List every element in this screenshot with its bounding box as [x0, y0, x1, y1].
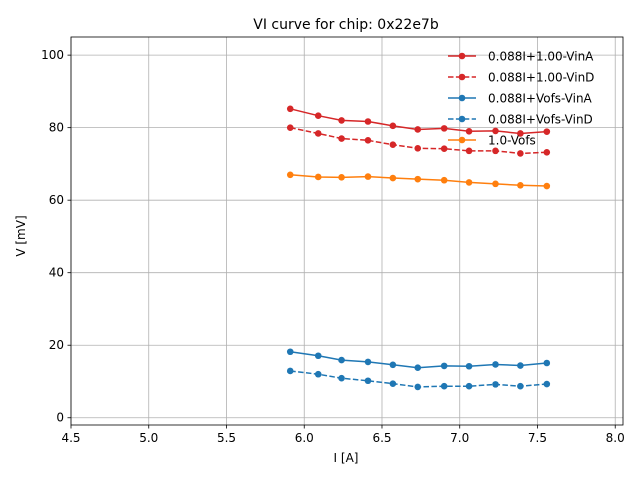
x-tick-label: 4.5 — [61, 431, 80, 445]
legend: 0.088I+1.00-VinA 0.088I+1.00-VinD 0.088I+V… — [448, 50, 594, 148]
legend-marker-2 — [458, 94, 466, 102]
x-tick-label: 6.5 — [372, 431, 391, 445]
data-point — [414, 145, 422, 152]
data-point — [338, 135, 345, 142]
data-point — [517, 150, 524, 157]
data-point — [414, 364, 422, 372]
data-point — [314, 173, 322, 181]
legend-label-3: 0.088I+Vofs-VinD — [488, 113, 593, 127]
data-point — [364, 118, 372, 125]
data-point — [314, 112, 322, 119]
x-tick-label: 7.0 — [450, 431, 469, 445]
data-point — [492, 381, 499, 388]
data-point — [492, 361, 499, 368]
data-point — [517, 182, 524, 189]
data-point — [440, 176, 448, 184]
data-point — [517, 382, 524, 390]
data-point — [440, 125, 448, 132]
data-point — [440, 362, 448, 370]
data-point — [364, 358, 372, 366]
legend-label-1: 0.088I+1.00-VinD — [488, 71, 594, 85]
data-point — [389, 141, 397, 148]
legend-label-2: 0.088I+Vofs-VinA — [488, 92, 593, 106]
data-point — [364, 137, 372, 144]
data-point — [286, 348, 294, 356]
data-point — [389, 174, 397, 182]
data-point — [414, 126, 422, 133]
y-tick-label: 100 — [41, 48, 64, 62]
plot-area: 4.5 5.0 5.5 6.0 6.5 7.0 7.5 8.0 0 20 40 60 80 100 — [41, 36, 625, 445]
data-point — [338, 117, 345, 124]
data-point — [364, 377, 372, 385]
x-tick-label: 6.0 — [295, 431, 314, 445]
data-point — [314, 130, 322, 137]
chart-title: VI curve for chip: 0x22e7b — [253, 17, 439, 33]
x-tick-label: 7.5 — [528, 431, 547, 445]
data-point — [414, 383, 422, 391]
data-point — [440, 382, 448, 390]
legend-marker-1 — [458, 73, 466, 81]
legend-label-4: 1.0-Vofs — [488, 134, 536, 148]
data-point — [440, 145, 448, 152]
data-point — [286, 171, 294, 179]
data-point — [465, 127, 473, 135]
data-point — [286, 105, 294, 113]
data-point — [338, 174, 345, 181]
data-point — [543, 380, 551, 388]
y-tick-label: 40 — [49, 266, 64, 280]
data-point — [389, 361, 397, 369]
legend-marker-3 — [458, 115, 466, 123]
data-point — [517, 130, 524, 137]
data-point — [364, 173, 372, 180]
data-point — [465, 147, 473, 155]
y-tick-label: 80 — [49, 121, 64, 135]
x-tick-label: 8.0 — [606, 431, 625, 445]
data-point — [492, 180, 499, 188]
data-point — [286, 124, 294, 131]
x-tick-label: 5.5 — [217, 431, 236, 445]
data-point — [414, 175, 422, 183]
y-tick-label: 0 — [56, 411, 64, 425]
data-point — [465, 382, 473, 390]
y-tick-label: 20 — [49, 338, 64, 352]
data-point — [389, 380, 397, 387]
data-point — [517, 362, 524, 369]
data-point — [314, 370, 322, 378]
axes-frame — [70, 36, 624, 426]
data-point — [492, 127, 499, 135]
data-point — [543, 149, 551, 156]
legend-marker-4 — [458, 136, 466, 144]
data-point — [338, 374, 345, 382]
data-point — [543, 128, 551, 135]
data-point — [492, 147, 499, 155]
y-axis-label: V [mV] — [14, 215, 28, 256]
data-point — [543, 359, 551, 367]
x-axis-label: I [A] — [334, 451, 359, 465]
x-tick-label: 5.0 — [139, 431, 158, 445]
data-point — [338, 356, 345, 364]
data-point — [389, 122, 397, 130]
data-point — [314, 352, 322, 360]
data-point — [286, 367, 294, 375]
data-point — [543, 182, 551, 190]
data-point — [465, 362, 473, 370]
data-point — [465, 179, 473, 186]
legend-marker-0 — [458, 52, 466, 60]
y-tick-label: 60 — [49, 193, 64, 207]
legend-label-0: 0.088I+1.00-VinA — [488, 50, 594, 64]
